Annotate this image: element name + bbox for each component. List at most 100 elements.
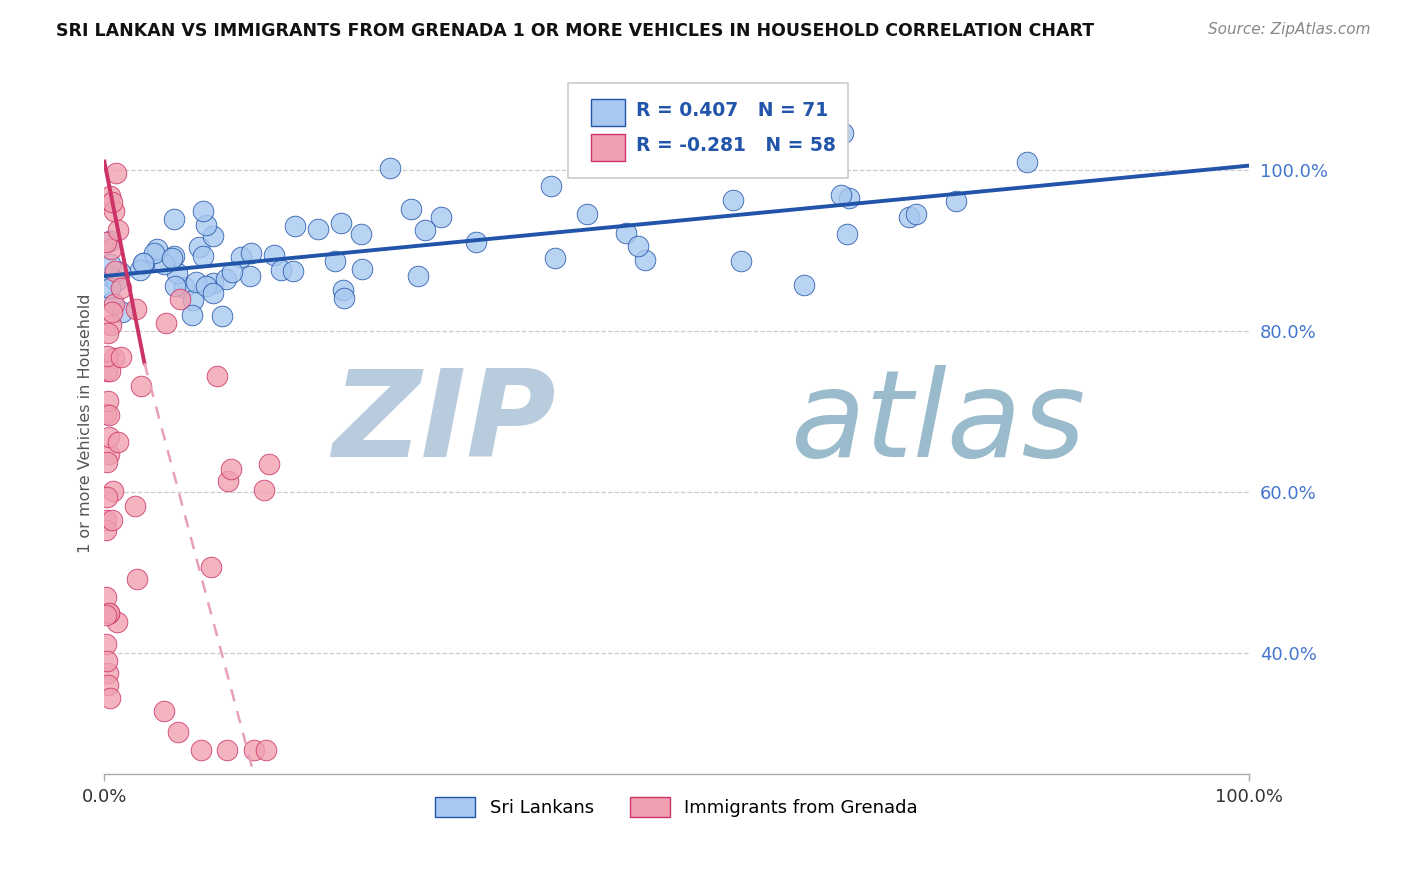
Point <box>575 207 598 221</box>
Point <box>104 166 127 180</box>
Point <box>202 286 225 301</box>
Point <box>281 263 304 277</box>
Point <box>721 193 744 207</box>
Point <box>105 615 128 629</box>
Point <box>169 292 191 306</box>
Point <box>98 257 121 271</box>
Point <box>195 218 218 232</box>
Point <box>98 189 121 203</box>
Point <box>110 280 132 294</box>
Point <box>108 265 131 279</box>
Point <box>96 654 118 668</box>
Point <box>191 204 214 219</box>
Point <box>254 743 277 757</box>
Point <box>98 607 121 621</box>
Point <box>110 350 132 364</box>
Point <box>945 194 967 208</box>
Point <box>838 191 860 205</box>
Point <box>193 249 215 263</box>
Point <box>350 227 373 242</box>
Point <box>905 207 928 221</box>
Point <box>730 254 752 268</box>
Point <box>211 310 233 324</box>
Point <box>165 279 187 293</box>
Point <box>94 637 117 651</box>
Point <box>124 500 146 514</box>
Point <box>98 281 121 295</box>
Point <box>146 242 169 256</box>
Point <box>626 239 648 253</box>
Point <box>332 283 354 297</box>
Point <box>103 351 125 365</box>
Text: R = 0.407   N = 71: R = 0.407 N = 71 <box>637 101 828 120</box>
FancyBboxPatch shape <box>568 84 848 178</box>
Point <box>98 269 121 284</box>
Text: Source: ZipAtlas.com: Source: ZipAtlas.com <box>1208 22 1371 37</box>
Point <box>94 513 117 527</box>
Point <box>129 262 152 277</box>
Point <box>98 234 121 248</box>
Point <box>831 126 853 140</box>
Point <box>634 252 657 267</box>
Point <box>173 280 195 294</box>
Point <box>94 523 117 537</box>
Point <box>181 293 204 308</box>
Point <box>125 572 148 586</box>
Point <box>94 407 117 421</box>
Point <box>98 691 121 706</box>
Point <box>97 393 120 408</box>
Point <box>830 187 852 202</box>
Point <box>430 211 453 225</box>
Text: ZIP: ZIP <box>333 365 557 482</box>
Point <box>253 483 276 497</box>
Point <box>284 219 307 234</box>
Point <box>219 462 242 476</box>
Point <box>307 222 329 236</box>
Point <box>540 179 562 194</box>
Point <box>215 272 238 286</box>
Point <box>352 262 374 277</box>
Text: R = -0.281   N = 58: R = -0.281 N = 58 <box>637 136 837 154</box>
Point <box>186 275 208 289</box>
Point <box>143 246 166 260</box>
Point <box>97 326 120 340</box>
Legend: Sri Lankans, Immigrants from Grenada: Sri Lankans, Immigrants from Grenada <box>429 789 925 825</box>
Point <box>163 249 186 263</box>
Bar <box>591 134 626 161</box>
Point <box>94 608 117 623</box>
Point <box>100 318 122 333</box>
Point <box>152 704 174 718</box>
Point <box>835 227 858 242</box>
Point <box>97 666 120 681</box>
Point <box>259 458 281 472</box>
Point <box>200 560 222 574</box>
Point <box>101 304 124 318</box>
Bar <box>591 99 626 126</box>
Point <box>329 216 352 230</box>
Point <box>96 455 118 469</box>
Point <box>101 513 124 527</box>
Point <box>163 212 186 227</box>
Point <box>155 316 177 330</box>
Point <box>129 378 152 392</box>
Point <box>107 222 129 236</box>
Point <box>465 235 488 249</box>
Point <box>125 302 148 317</box>
Point <box>180 308 202 322</box>
Point <box>270 262 292 277</box>
Point <box>202 276 225 290</box>
Point <box>96 350 118 364</box>
Point <box>100 295 122 310</box>
Point <box>101 483 124 498</box>
Point <box>242 743 264 757</box>
Point <box>98 408 121 422</box>
Point <box>401 202 423 217</box>
Point <box>103 297 125 311</box>
Point <box>104 264 127 278</box>
Point <box>793 278 815 293</box>
Point <box>96 364 118 378</box>
Point <box>134 256 156 270</box>
Point <box>162 251 184 265</box>
Point <box>97 430 120 444</box>
Point <box>167 724 190 739</box>
